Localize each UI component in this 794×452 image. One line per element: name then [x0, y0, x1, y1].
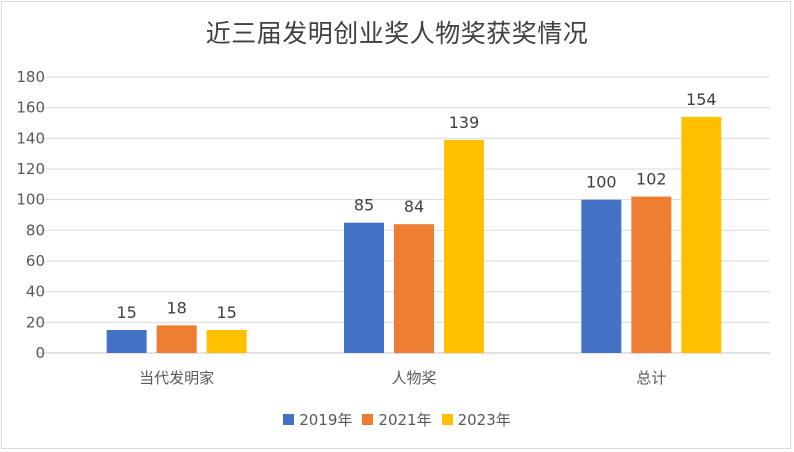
data-label: 15	[216, 303, 236, 322]
data-label: 85	[354, 196, 374, 215]
y-tick-label: 180	[16, 68, 45, 86]
y-tick-label: 160	[16, 99, 45, 117]
data-label: 18	[166, 298, 186, 317]
data-label: 102	[636, 170, 667, 189]
chart-title: 近三届发明创业奖人物奖获奖情况	[205, 19, 589, 48]
legend-swatch	[283, 414, 295, 425]
x-tick-label: 人物奖	[391, 369, 436, 387]
data-label: 139	[449, 113, 480, 132]
y-tick-label: 40	[26, 283, 45, 301]
legend-label: 2023年	[457, 411, 511, 429]
bar	[681, 116, 722, 353]
data-label: 15	[116, 303, 136, 322]
data-label: 154	[686, 90, 717, 109]
bar	[444, 139, 484, 353]
bar	[631, 196, 672, 353]
y-tick-label: 60	[26, 252, 45, 270]
legend-swatch	[441, 414, 453, 425]
y-tick-label: 20	[26, 313, 45, 331]
y-tick-label: 0	[35, 344, 45, 362]
y-tick-label: 120	[16, 160, 45, 178]
bar	[106, 330, 147, 353]
legend-item: 2019年	[283, 409, 352, 430]
legend-item: 2021年	[362, 409, 432, 430]
bar	[344, 222, 384, 353]
y-tick-label: 80	[26, 221, 45, 239]
legend-label: 2021年	[378, 411, 432, 429]
y-tick-label: 140	[16, 129, 45, 147]
legend-item: 2023年	[441, 409, 511, 430]
legend: 2019年 2021年 2023年	[0, 409, 794, 430]
bar	[206, 330, 247, 353]
legend-swatch	[362, 414, 374, 425]
bar	[394, 224, 434, 353]
data-label: 100	[586, 173, 617, 192]
x-tick-label: 总计	[636, 369, 666, 387]
bar	[581, 199, 622, 353]
x-tick-label: 当代发明家	[139, 369, 214, 387]
bar	[156, 325, 197, 353]
legend-label: 2019年	[299, 411, 353, 429]
y-tick-label: 100	[16, 191, 45, 209]
data-label: 84	[404, 197, 424, 216]
